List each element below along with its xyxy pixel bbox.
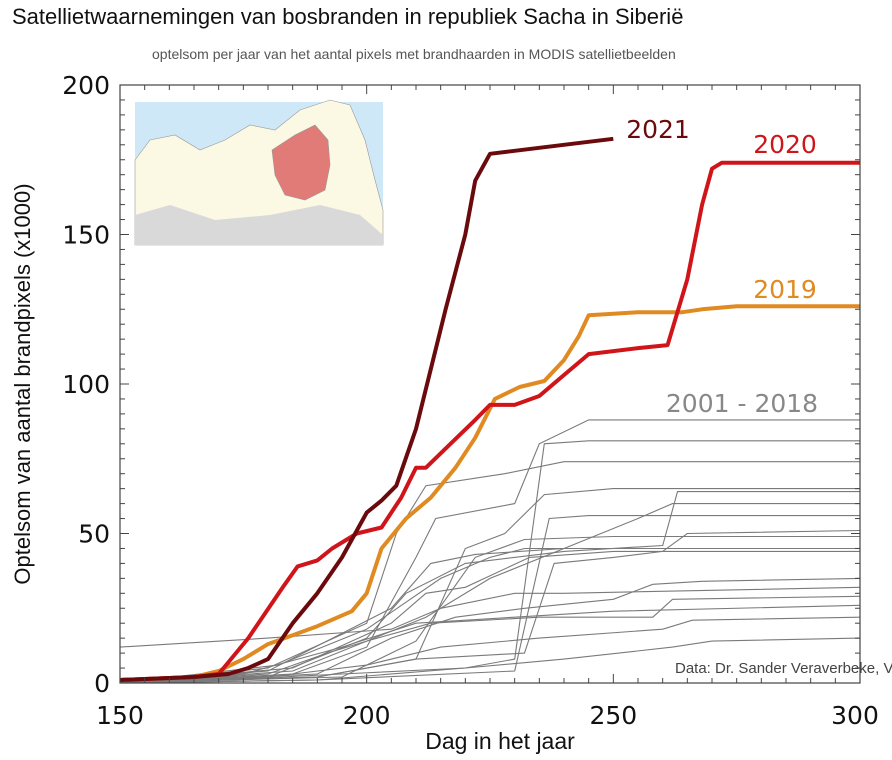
series-label-2020: 2020 [753,130,817,159]
x-tick-label: 250 [589,701,637,730]
series-line-2001-2018-15 [119,637,861,684]
series-line-2001-2018-2 [119,419,860,684]
x-tick-label: 200 [343,701,391,730]
y-tick-label: 0 [94,669,110,698]
series-line-2001-2018-3 [119,488,860,684]
series-line-2001-2018-12 [119,595,861,684]
y-tick-label: 200 [62,71,110,100]
series-line-2001-2018-16 [119,515,860,684]
inset-map-russia [134,99,384,246]
x-tick-label: 300 [831,701,879,730]
series-line-2021 [119,136,614,682]
x-tick-label: 150 [96,701,144,730]
x-axis-label: Dag in het jaar [425,728,575,754]
y-tick-label: 50 [78,520,110,549]
series-line-2001-2018-14 [119,440,860,684]
chart-subtitle: optelsom per jaar van het aantal pixels … [152,46,676,62]
series-line-2001-2018-13 [119,503,860,684]
chart-title: Satellietwaarnemingen van bosbranden in … [12,4,684,29]
data-source-annotation: Data: Dr. Sander Veraverbeke, VU Amsterd… [675,660,892,677]
series-line-2020 [119,160,860,682]
series-line-2001-2018-17 [119,616,861,684]
series-line-2001-2018-8 [119,550,860,684]
series-line-2001-2018-11 [119,529,861,684]
series-line-2001-2018-1 [119,461,860,684]
series-line-2001-2018-5 [119,491,860,684]
series-line-2001-2018-7 [119,535,860,684]
y-tick-label: 150 [62,221,110,250]
series-label-2019: 2019 [753,275,817,304]
series-line-2019 [119,304,860,682]
series-line-2001-2018-9 [119,577,861,684]
y-tick-label: 100 [62,370,110,399]
series-label-2021: 2021 [626,115,690,144]
series-line-2001-2018-0 [119,586,861,648]
series-label-2001-2018: 2001 - 2018 [666,389,818,418]
sakha-region [271,124,331,201]
y-axis-label: Optelsom van aantal brandpixels (x1000) [10,183,35,584]
